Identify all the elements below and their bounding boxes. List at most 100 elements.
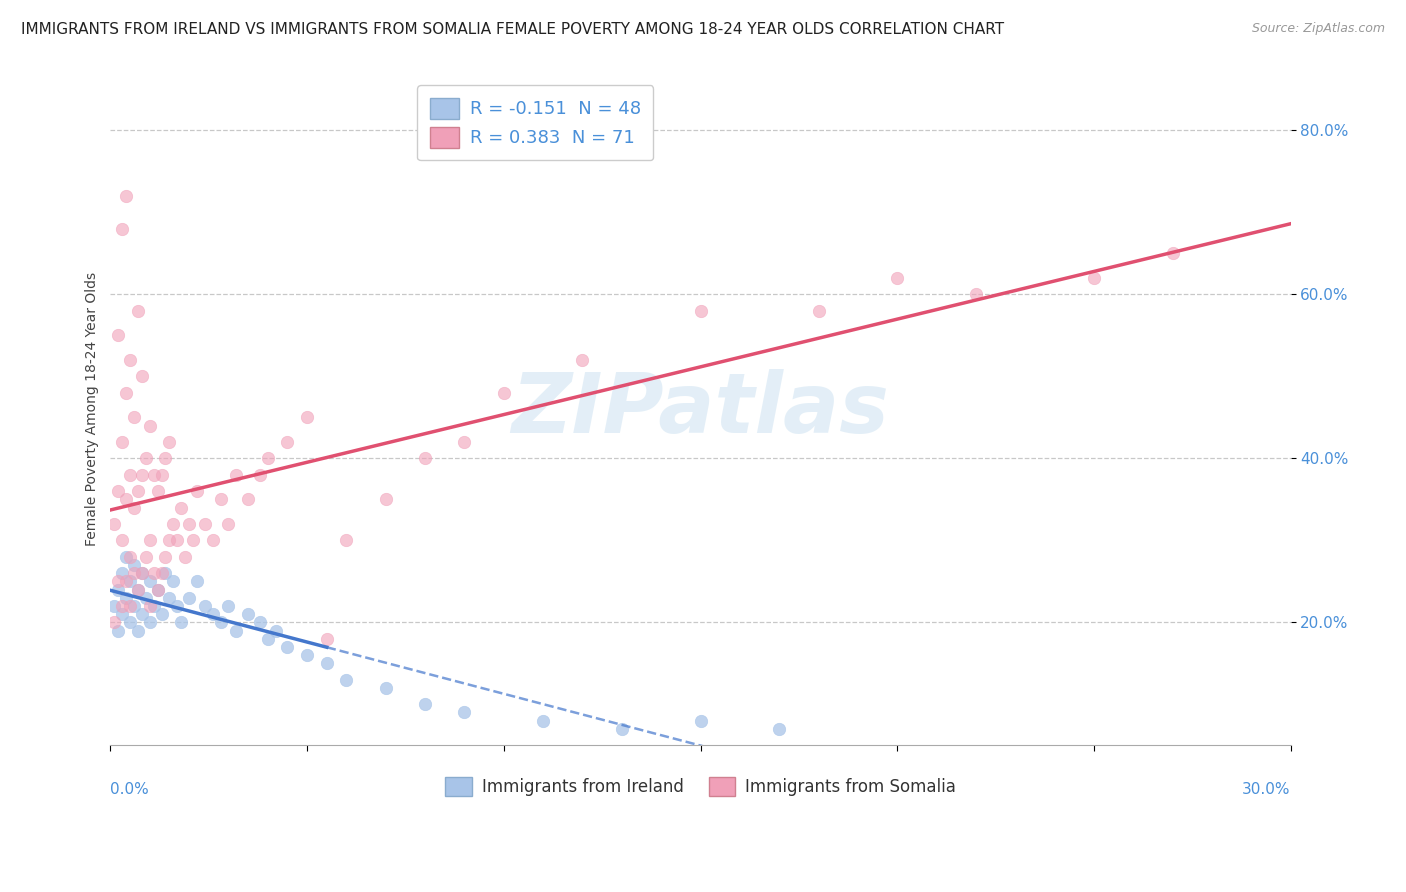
- Point: [492, 385, 515, 400]
- Point: [177, 591, 200, 605]
- Point: [150, 566, 173, 581]
- Point: [201, 607, 224, 621]
- Point: [689, 714, 711, 728]
- Point: [236, 492, 259, 507]
- Point: [142, 566, 165, 581]
- Point: [103, 615, 125, 630]
- Point: [131, 369, 153, 384]
- Point: [157, 591, 180, 605]
- Point: [256, 632, 278, 646]
- Text: IMMIGRANTS FROM IRELAND VS IMMIGRANTS FROM SOMALIA FEMALE POVERTY AMONG 18-24 YE: IMMIGRANTS FROM IRELAND VS IMMIGRANTS FR…: [21, 22, 1004, 37]
- Point: [122, 500, 145, 515]
- Point: [315, 657, 337, 671]
- Point: [127, 303, 149, 318]
- Point: [155, 451, 177, 466]
- Point: [139, 599, 162, 613]
- Point: [127, 582, 149, 597]
- Point: [120, 353, 142, 368]
- Point: [157, 533, 180, 548]
- Point: [120, 549, 142, 564]
- Point: [236, 607, 259, 621]
- Point: [122, 566, 145, 581]
- Point: [256, 451, 278, 466]
- Point: [150, 607, 173, 621]
- Text: 30.0%: 30.0%: [1241, 782, 1291, 797]
- Point: [413, 451, 436, 466]
- Text: 0.0%: 0.0%: [111, 782, 149, 797]
- Point: [374, 681, 396, 695]
- Point: [146, 582, 169, 597]
- Point: [111, 566, 134, 581]
- Point: [374, 492, 396, 507]
- Point: [1083, 271, 1105, 285]
- Point: [107, 574, 129, 589]
- Point: [531, 714, 554, 728]
- Point: [139, 533, 162, 548]
- Point: [146, 582, 169, 597]
- Point: [142, 467, 165, 482]
- Point: [135, 451, 157, 466]
- Point: [768, 722, 790, 736]
- Point: [107, 582, 129, 597]
- Point: [115, 189, 138, 203]
- Point: [166, 599, 188, 613]
- Point: [122, 410, 145, 425]
- Point: [107, 484, 129, 499]
- Point: [276, 640, 298, 654]
- Point: [886, 271, 908, 285]
- Point: [209, 492, 232, 507]
- Point: [186, 484, 208, 499]
- Point: [170, 500, 193, 515]
- Point: [177, 516, 200, 531]
- Point: [107, 328, 129, 343]
- Point: [217, 516, 239, 531]
- Point: [295, 410, 318, 425]
- Point: [127, 582, 149, 597]
- Point: [131, 566, 153, 581]
- Point: [170, 615, 193, 630]
- Point: [111, 599, 134, 613]
- Point: [194, 516, 217, 531]
- Point: [194, 599, 217, 613]
- Text: Source: ZipAtlas.com: Source: ZipAtlas.com: [1251, 22, 1385, 36]
- Point: [115, 385, 138, 400]
- Point: [225, 467, 247, 482]
- Point: [276, 434, 298, 449]
- Point: [120, 615, 142, 630]
- Point: [135, 549, 157, 564]
- Point: [181, 533, 204, 548]
- Point: [135, 591, 157, 605]
- Point: [122, 558, 145, 572]
- Point: [807, 303, 830, 318]
- Point: [157, 434, 180, 449]
- Point: [111, 221, 134, 235]
- Point: [186, 574, 208, 589]
- Point: [111, 533, 134, 548]
- Point: [131, 607, 153, 621]
- Point: [103, 516, 125, 531]
- Point: [120, 599, 142, 613]
- Point: [139, 418, 162, 433]
- Point: [335, 673, 357, 687]
- Point: [115, 492, 138, 507]
- Point: [162, 574, 184, 589]
- Point: [249, 615, 271, 630]
- Point: [131, 566, 153, 581]
- Legend: Immigrants from Ireland, Immigrants from Somalia: Immigrants from Ireland, Immigrants from…: [437, 768, 965, 805]
- Point: [315, 632, 337, 646]
- Point: [139, 615, 162, 630]
- Point: [120, 467, 142, 482]
- Point: [249, 467, 271, 482]
- Point: [264, 624, 287, 638]
- Point: [142, 599, 165, 613]
- Point: [217, 599, 239, 613]
- Point: [453, 434, 475, 449]
- Y-axis label: Female Poverty Among 18-24 Year Olds: Female Poverty Among 18-24 Year Olds: [86, 272, 100, 546]
- Point: [162, 516, 184, 531]
- Point: [150, 467, 173, 482]
- Point: [115, 549, 138, 564]
- Point: [120, 574, 142, 589]
- Point: [295, 648, 318, 662]
- Point: [335, 533, 357, 548]
- Point: [225, 624, 247, 638]
